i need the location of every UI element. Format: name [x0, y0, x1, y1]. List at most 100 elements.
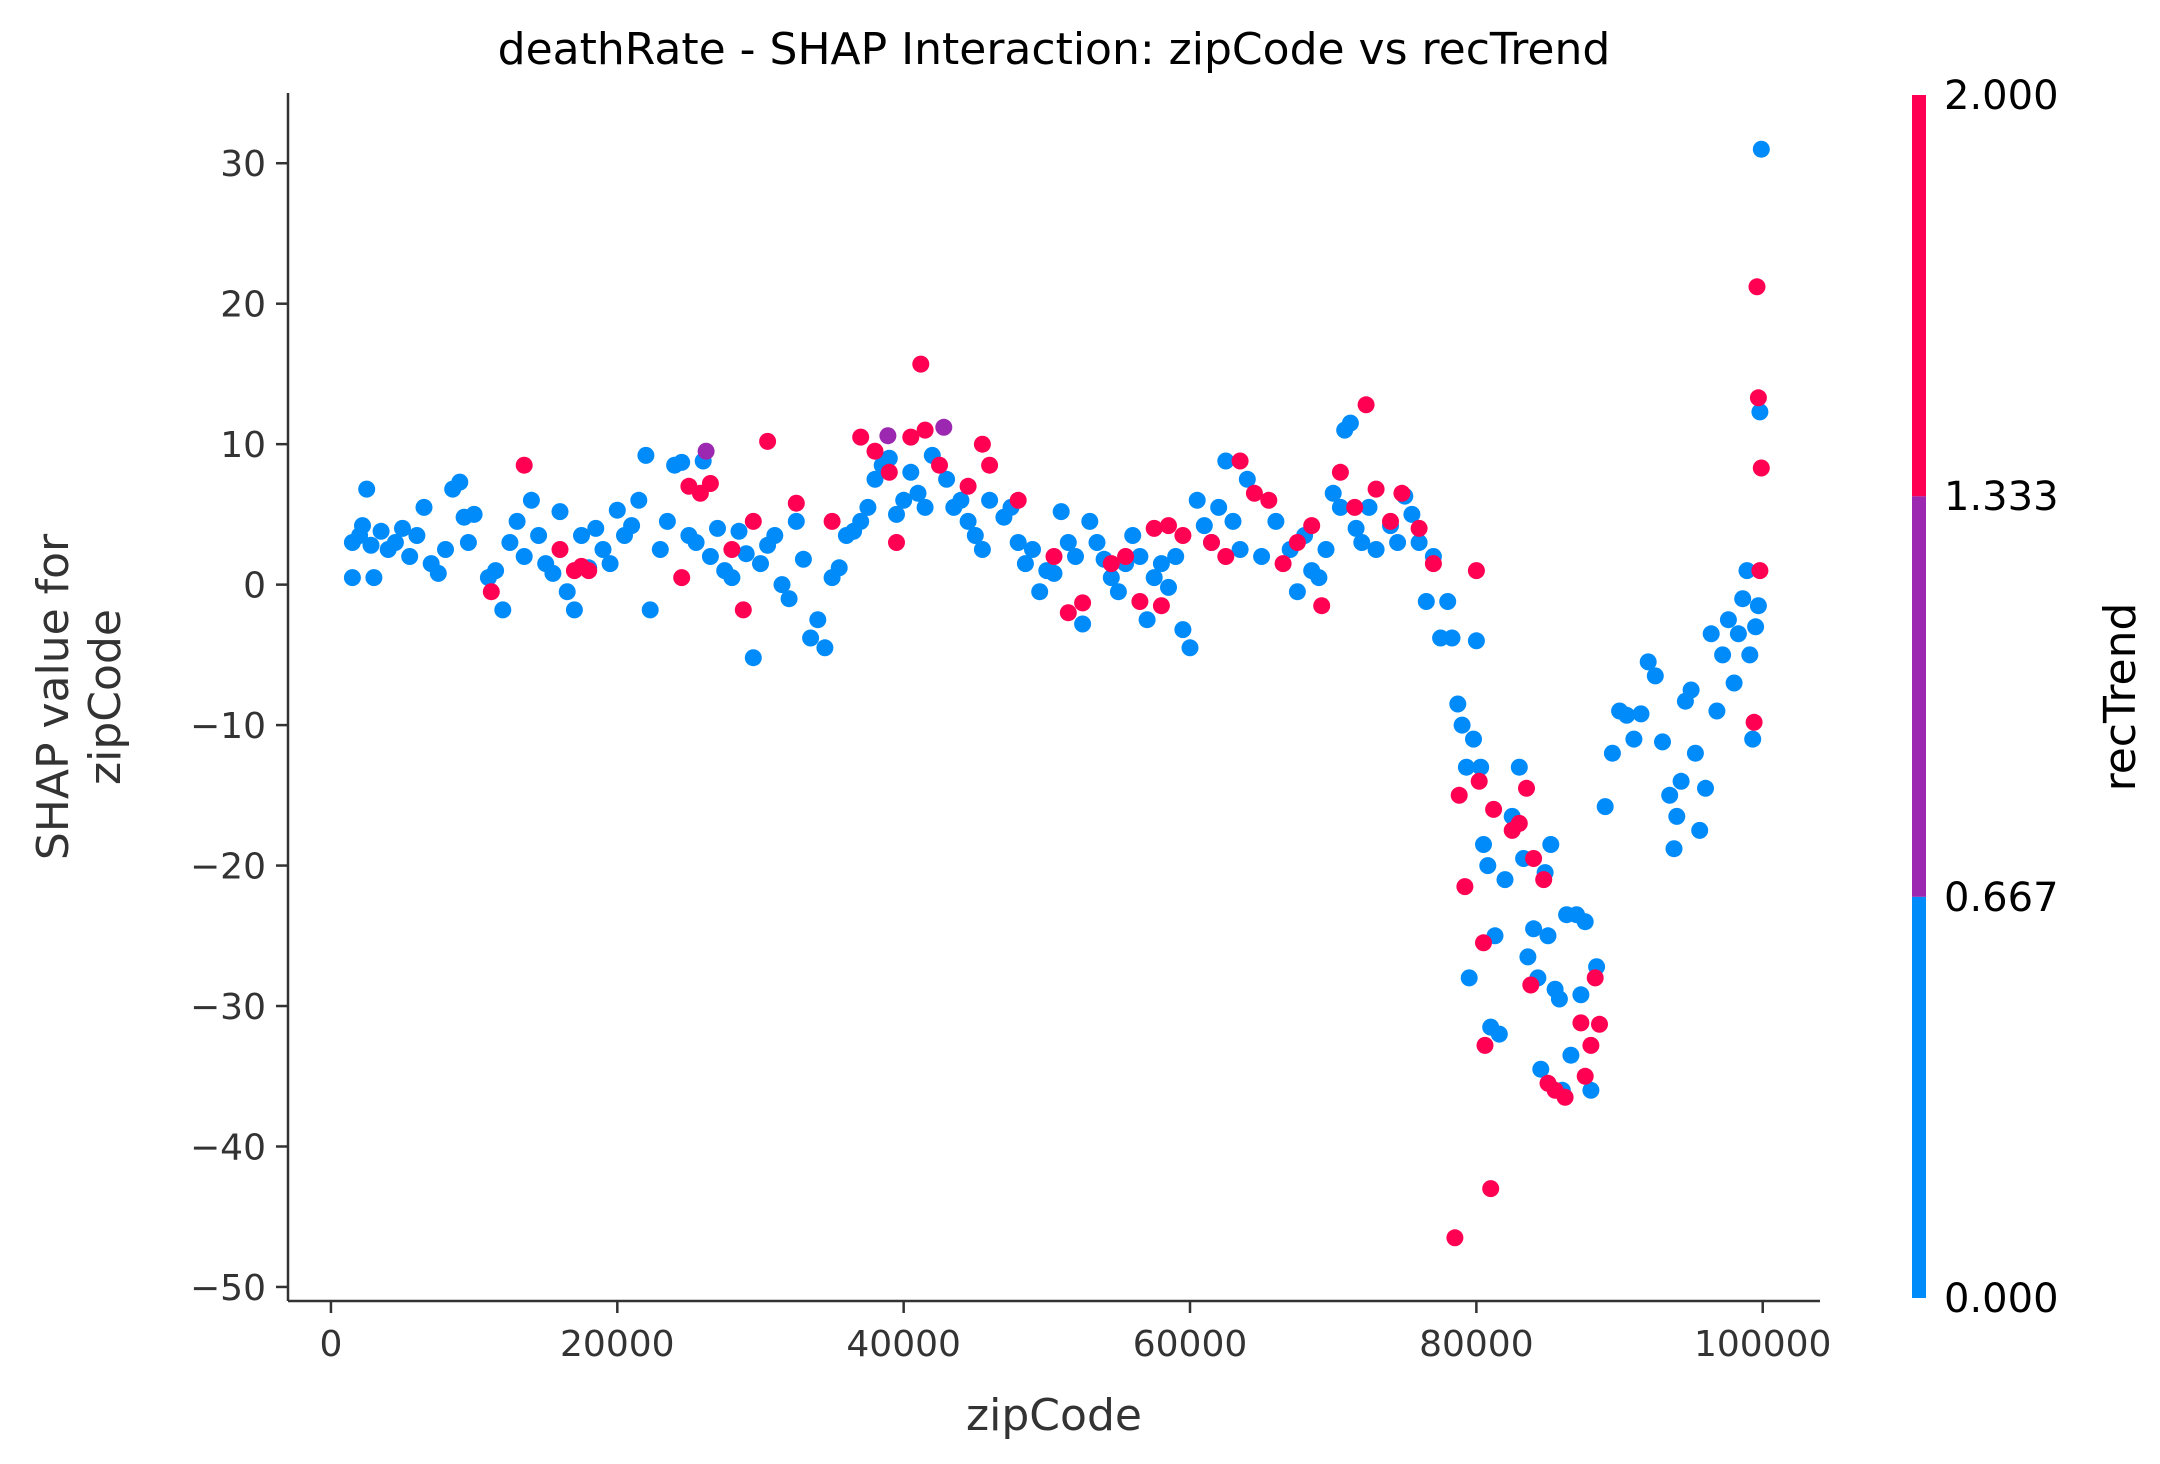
- data-point: [459, 534, 477, 551]
- data-point: [1450, 786, 1468, 804]
- data-point: [1525, 850, 1543, 867]
- data-point: [1367, 541, 1385, 558]
- data-point: [408, 527, 426, 544]
- data-point: [451, 473, 469, 491]
- data-point: [494, 601, 512, 619]
- data-point: [1747, 618, 1765, 636]
- data-point: [1596, 798, 1614, 816]
- data-point: [1424, 555, 1442, 573]
- data-point: [1665, 840, 1683, 858]
- data-point: [1067, 548, 1084, 565]
- data-point: [465, 505, 483, 523]
- data-point: [787, 494, 805, 512]
- y-tick-label: 10: [220, 425, 266, 466]
- data-point: [1152, 555, 1170, 573]
- data-point: [1661, 786, 1679, 804]
- data-point: [1470, 772, 1488, 790]
- data-point: [630, 491, 648, 509]
- data-point: [780, 590, 798, 608]
- data-point: [501, 534, 519, 551]
- data-point: [1457, 758, 1475, 776]
- chart-title: deathRate - SHAP Interaction: zipCode vs…: [498, 24, 1611, 75]
- data-point: [866, 442, 884, 460]
- data-point: [737, 545, 755, 563]
- data-point: [1708, 702, 1726, 720]
- data-point: [1367, 480, 1385, 498]
- data-point: [787, 512, 805, 530]
- data-point: [1131, 593, 1149, 610]
- data-point: [773, 576, 791, 594]
- colorbar-segment-low: [1912, 896, 1926, 1298]
- data-point: [1045, 548, 1063, 565]
- data-point: [1748, 278, 1766, 296]
- y-tick-label: 30: [220, 144, 266, 185]
- data-point: [794, 550, 812, 568]
- data-point: [1410, 519, 1428, 537]
- data-point: [1303, 517, 1321, 535]
- data-point: [1532, 1060, 1550, 1078]
- data-point: [1217, 548, 1235, 565]
- data-point: [1081, 512, 1099, 530]
- data-point: [697, 442, 715, 460]
- data-point: [1586, 969, 1604, 987]
- data-point: [637, 446, 655, 464]
- data-point: [362, 536, 380, 554]
- data-point: [1145, 519, 1163, 537]
- data-point: [1449, 695, 1467, 713]
- data-point: [1749, 597, 1767, 615]
- data-point: [1024, 541, 1041, 558]
- data-point: [1331, 463, 1349, 481]
- data-point: [1697, 779, 1714, 797]
- data-point: [1238, 470, 1256, 488]
- data-point: [830, 559, 848, 577]
- data-point: [1490, 1025, 1508, 1043]
- data-point: [358, 480, 376, 498]
- colorbar: 2.000 1.333 0.667 0.000: [1912, 73, 2059, 1322]
- data-point: [909, 484, 927, 502]
- y-tick-label: −40: [190, 1127, 266, 1168]
- data-point: [1331, 498, 1349, 516]
- data-point: [1009, 534, 1027, 551]
- data-point: [730, 522, 748, 540]
- data-point: [482, 583, 500, 601]
- x-tick-label: 0: [320, 1324, 343, 1365]
- data-point: [515, 548, 533, 565]
- y-tick-label: −20: [190, 847, 266, 888]
- data-point: [1479, 857, 1497, 875]
- data-point: [1045, 564, 1063, 582]
- data-point: [1145, 569, 1163, 587]
- data-point: [1475, 836, 1492, 853]
- data-point: [802, 629, 820, 647]
- data-point: [966, 527, 984, 544]
- data-point: [1167, 548, 1185, 565]
- data-point: [1124, 527, 1142, 544]
- data-point: [973, 541, 991, 558]
- data-point: [1346, 498, 1364, 516]
- data-point: [1632, 705, 1650, 723]
- x-tick-label: 60000: [1133, 1324, 1248, 1365]
- data-point: [1210, 498, 1228, 516]
- data-point: [1074, 594, 1092, 612]
- data-point: [551, 541, 569, 558]
- data-point: [1341, 414, 1359, 432]
- data-point: [1550, 990, 1568, 1008]
- data-point: [1357, 396, 1375, 414]
- data-point: [1682, 681, 1700, 699]
- data-point: [1313, 597, 1331, 615]
- data-point: [823, 512, 841, 530]
- data-point: [973, 435, 991, 453]
- data-point: [1410, 534, 1428, 551]
- y-axis-title-line-1: SHAP value for: [28, 533, 79, 860]
- data-point: [1751, 403, 1769, 421]
- data-point: [1639, 653, 1657, 671]
- data-point: [580, 562, 598, 580]
- data-point: [608, 501, 626, 519]
- data-point: [902, 428, 920, 446]
- data-point: [880, 449, 898, 467]
- data-point: [558, 583, 576, 601]
- data-point: [415, 498, 433, 516]
- data-point: [1562, 1046, 1580, 1064]
- data-point: [372, 522, 390, 540]
- data-point: [544, 564, 562, 582]
